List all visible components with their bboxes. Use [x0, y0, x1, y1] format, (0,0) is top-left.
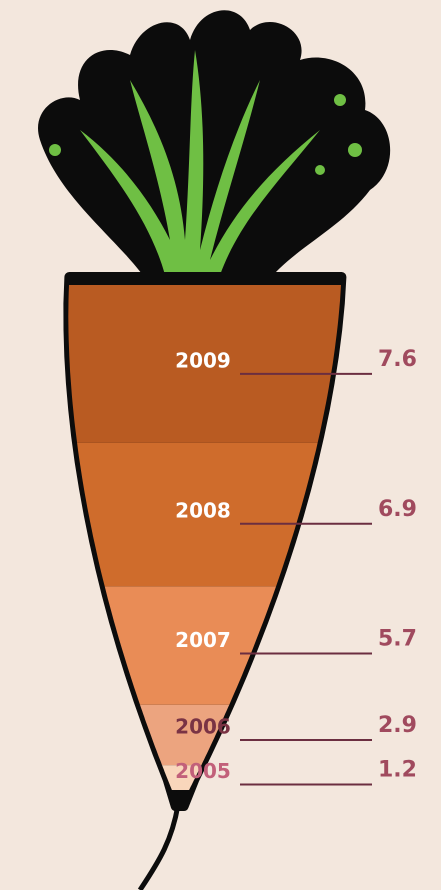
value-label: 6.9 — [378, 497, 417, 522]
year-label: 2008 — [175, 498, 231, 522]
year-label: 2009 — [175, 348, 231, 372]
year-label: 2005 — [175, 759, 231, 783]
value-label: 7.6 — [378, 347, 417, 372]
year-label: 2006 — [175, 714, 231, 738]
value-label: 1.2 — [378, 758, 417, 783]
value-label: 5.7 — [378, 626, 417, 651]
chart: 2005 1.2 2006 2.9 2007 5.7 2008 6.9 2009 7.6 — [0, 0, 441, 890]
value-label: 2.9 — [378, 713, 417, 738]
year-label: 2007 — [175, 628, 231, 652]
